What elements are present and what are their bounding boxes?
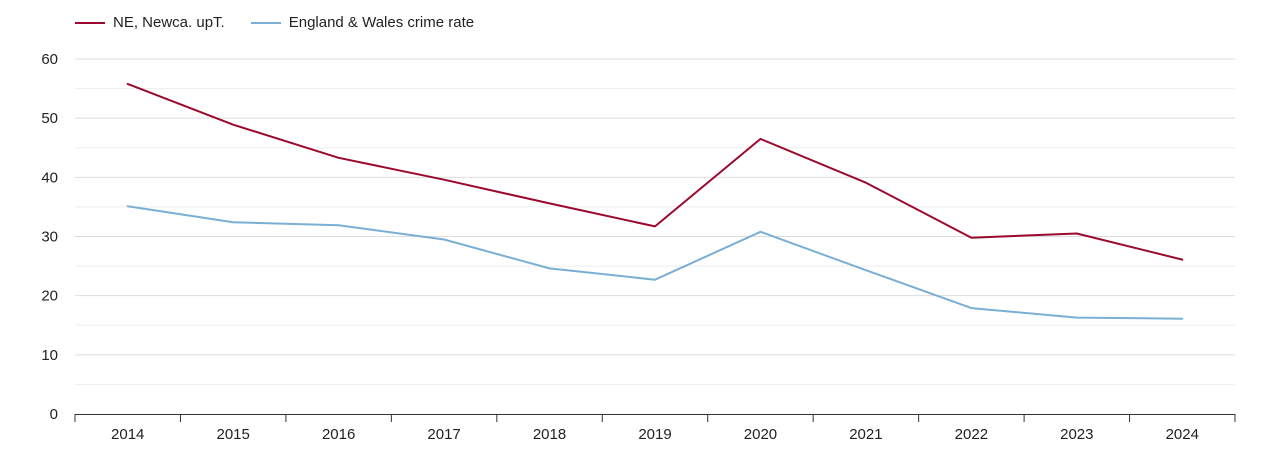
y-tick-label: 50 <box>41 110 58 127</box>
x-tick-label: 2018 <box>533 426 566 443</box>
series-lines <box>126 82 1184 320</box>
y-axis: 0 10 20 30 40 50 60 <box>41 51 58 423</box>
legend-item-england-wales[interactable]: England & Wales crime rate <box>250 14 475 31</box>
legend-label-ne: NE, Newca. upT. <box>113 14 225 31</box>
x-tick-label: 2020 <box>744 426 777 443</box>
x-tick-label: 2014 <box>111 426 144 443</box>
x-tick-label: 2022 <box>955 426 988 443</box>
x-tick-label: 2015 <box>216 426 249 443</box>
legend: NE, Newca. upT. England & Wales crime ra… <box>75 14 500 31</box>
grid-lines <box>75 58 1235 385</box>
legend-swatch-ne <box>75 21 105 24</box>
x-tick-label: 2023 <box>1060 426 1093 443</box>
legend-label-england-wales: England & Wales crime rate <box>288 14 475 31</box>
y-tick-label: 30 <box>41 229 58 246</box>
x-tick-label: 2019 <box>638 426 671 443</box>
y-tick-label: 0 <box>50 406 58 423</box>
series-line-england-wales[interactable] <box>126 205 1184 320</box>
y-tick-label: 60 <box>41 51 58 68</box>
x-tick-label: 2024 <box>1166 426 1199 443</box>
x-tick-label: 2017 <box>427 426 460 443</box>
legend-item-ne[interactable]: NE, Newca. upT. <box>75 14 225 31</box>
y-tick-label: 10 <box>41 347 58 364</box>
x-tick-label: 2021 <box>849 426 882 443</box>
y-tick-label: 20 <box>41 288 58 305</box>
x-tick-label: 2016 <box>322 426 355 443</box>
legend-swatch-england-wales <box>250 21 281 24</box>
series-line-ne[interactable] <box>126 82 1184 261</box>
y-tick-label: 40 <box>41 169 58 186</box>
x-axis: 2014 2015 2016 2017 2018 2019 2020 2021 2022 2023… <box>74 414 1236 443</box>
